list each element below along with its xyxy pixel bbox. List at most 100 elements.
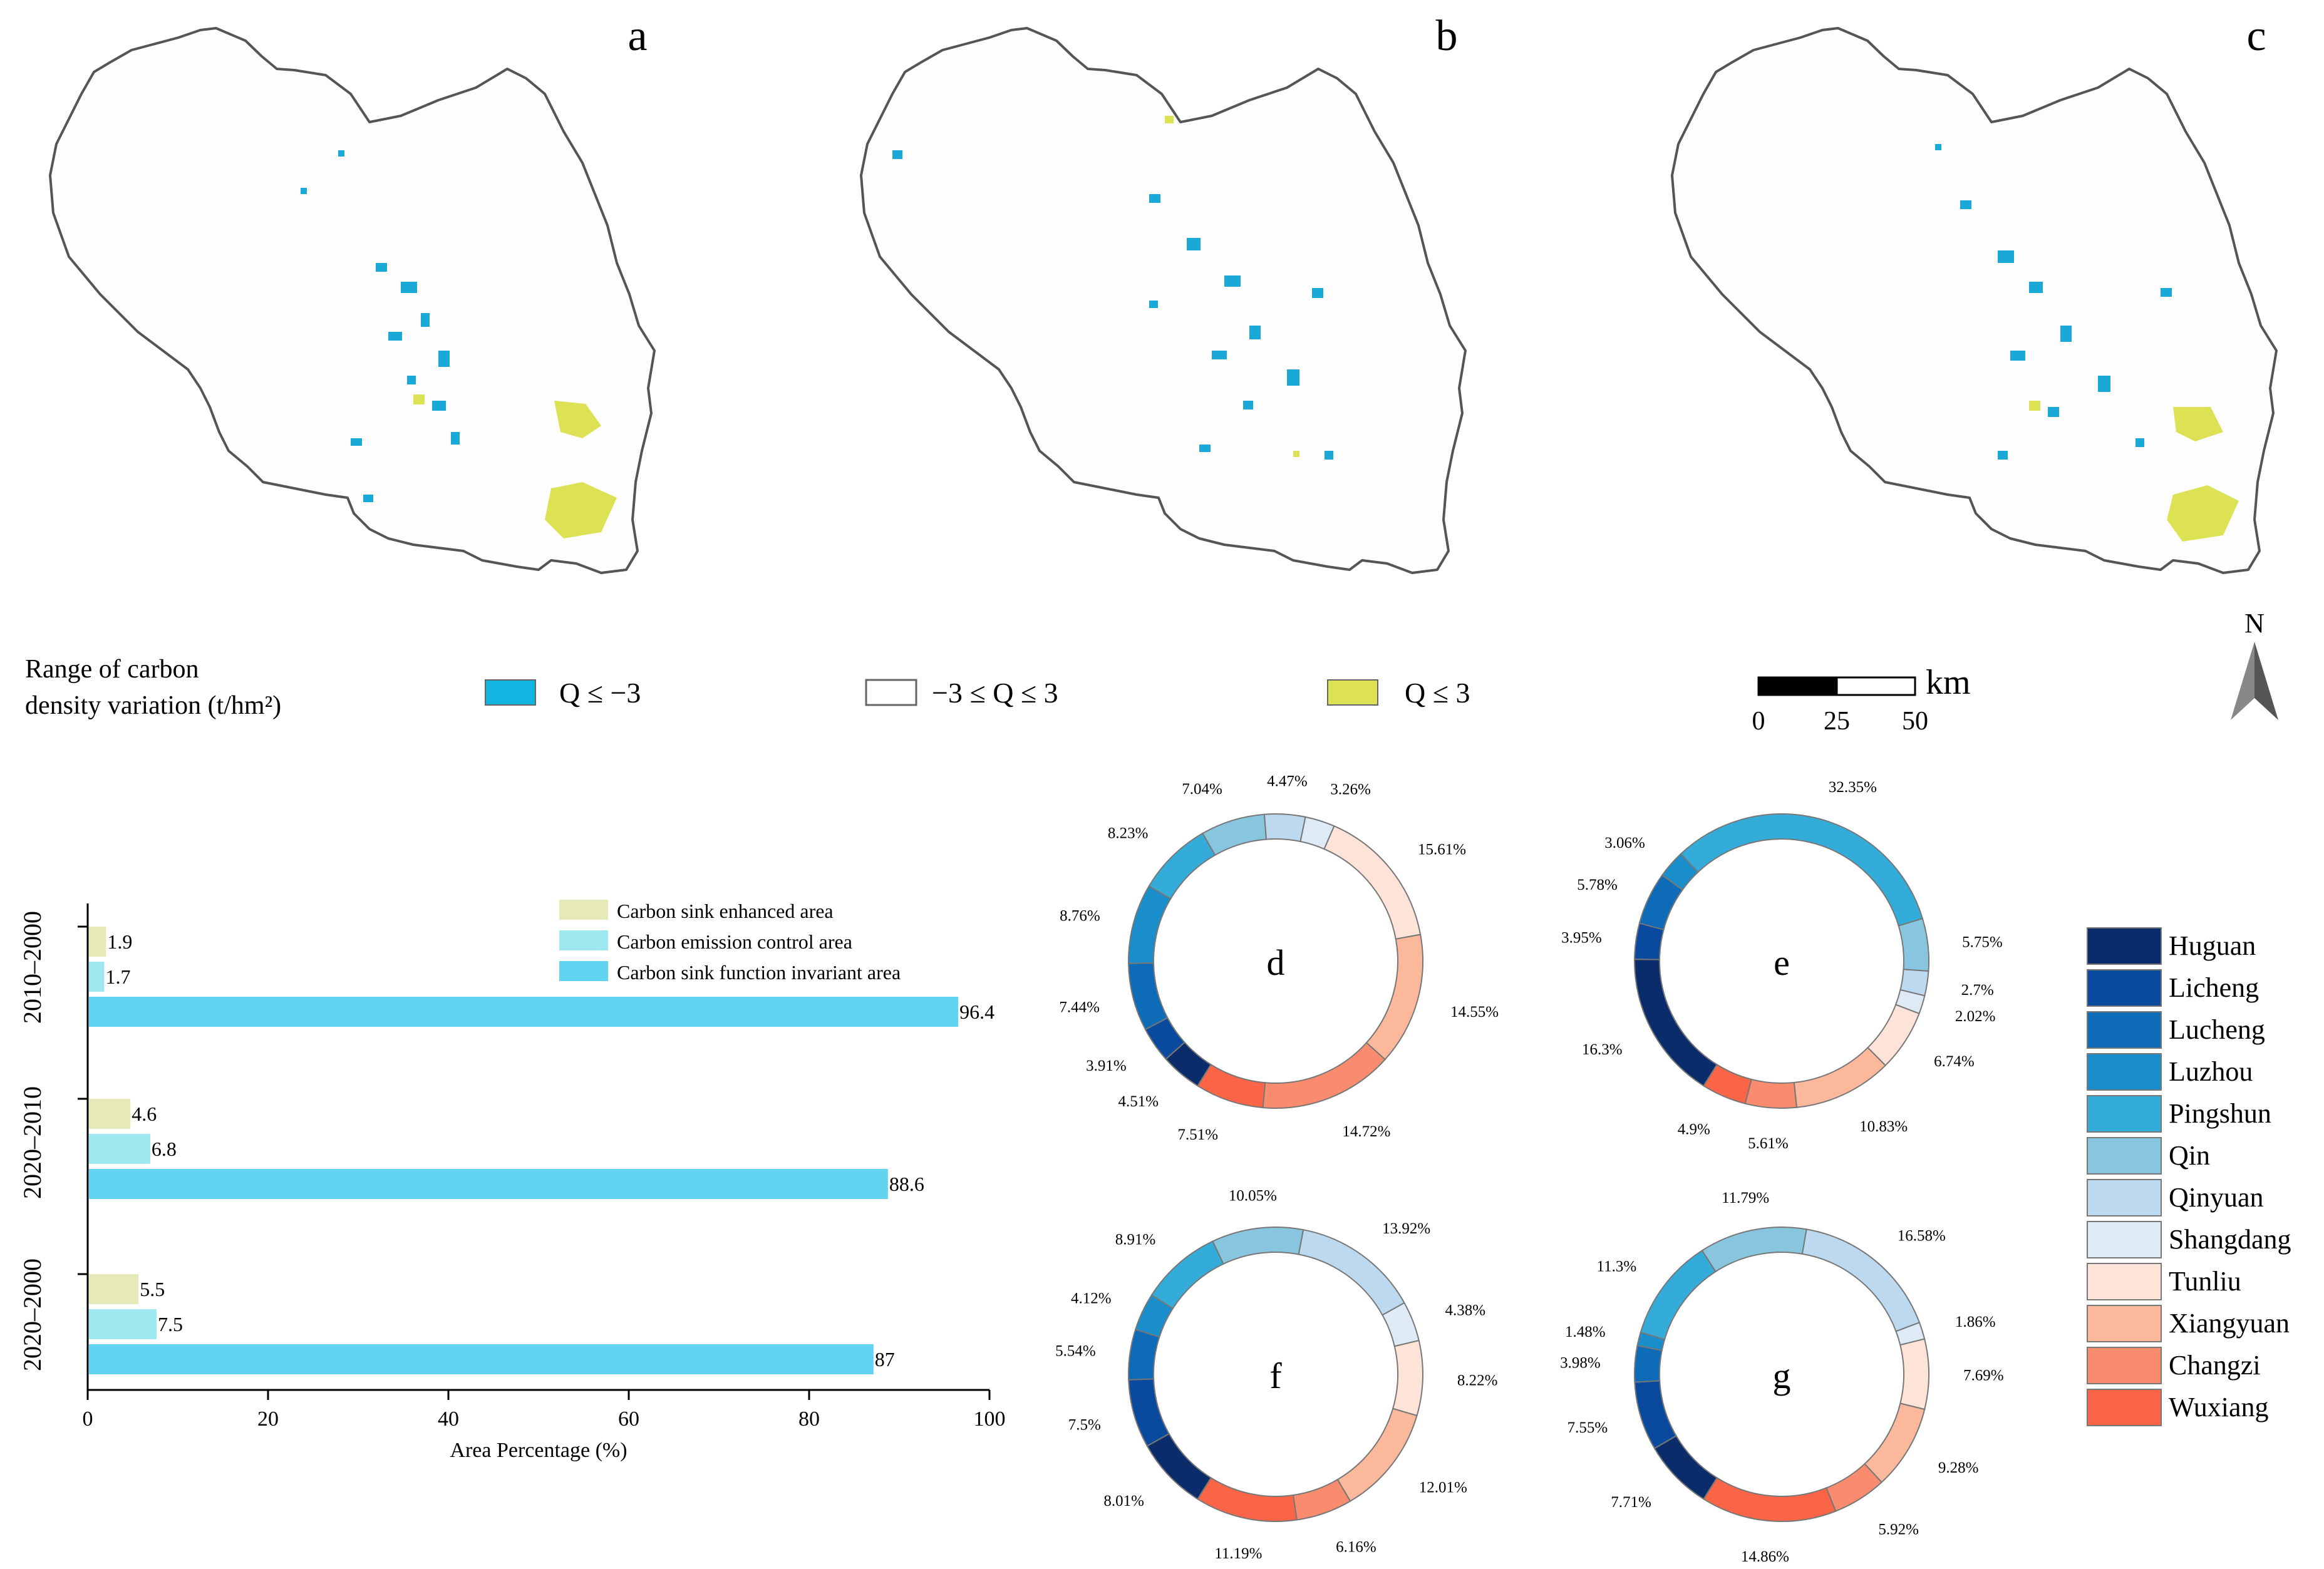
slice-value-label: 6.16% — [1336, 1539, 1376, 1556]
legend-swatch-decrease — [485, 679, 536, 706]
district-legend-swatch — [2087, 1263, 2162, 1300]
slice-value-label: 3.26% — [1330, 781, 1371, 798]
donut-slice — [1292, 1478, 1351, 1521]
district-legend-label: Xiangyuan — [2169, 1308, 2290, 1339]
donut-slice — [1634, 1344, 1663, 1383]
decrease-patches — [1935, 144, 2172, 460]
x-tick-label: 80 — [798, 1407, 820, 1431]
category-label-2010-2000: 2010–2000 — [18, 911, 46, 1024]
slice-value-label: 7.5% — [1068, 1416, 1101, 1433]
slice-value-label: 32.35% — [1829, 779, 1877, 796]
district-legend-label: Lucheng — [2169, 1014, 2265, 1045]
slice-value-label: 5.75% — [1962, 934, 2003, 950]
slice-value-label: 14.55% — [1450, 1004, 1499, 1021]
slice-value-label: 4.9% — [1678, 1121, 1710, 1138]
panel-label-a: a — [627, 12, 647, 60]
decrease-patches — [301, 150, 460, 502]
donut-slice — [1898, 917, 1929, 972]
slice-value-label: 10.05% — [1229, 1187, 1277, 1204]
slice-value-label: 9.28% — [1938, 1459, 1979, 1476]
bar-value-label: 1.7 — [105, 965, 130, 988]
donut-charts: 4.51% 3.91% 7.44% 8.76% 8.23% 7.04% 4.47% 3.26%… — [1055, 773, 2003, 1565]
district-legend-swatch — [2087, 1179, 2162, 1217]
map-a — [49, 27, 656, 574]
donut-slice — [1263, 813, 1306, 843]
slice-value-label: 1.48% — [1565, 1324, 1606, 1340]
donut-slice — [1365, 934, 1423, 1061]
slice-value-label: 8.23% — [1108, 825, 1149, 841]
legend-title-line1: Range of carbon — [25, 655, 199, 684]
slice-value-label: 11.79% — [1722, 1190, 1769, 1206]
donut-slice — [1793, 1046, 1887, 1108]
scale-tick-0: 0 — [1752, 707, 1765, 736]
slice-value-label: 6.74% — [1934, 1053, 1975, 1070]
donut-slice — [1634, 959, 1718, 1087]
slice-value-label: 8.91% — [1115, 1231, 1156, 1248]
legend-label-increase: Q ≤ 3 — [1405, 677, 1470, 709]
donut-slice — [1336, 1407, 1418, 1502]
scale-tick-50: 50 — [1902, 707, 1928, 736]
donut-slice — [1703, 1063, 1752, 1104]
bar-legend-swatch-enhanced — [559, 900, 608, 920]
bar-chart: 0 20 40 60 80 100 1.9 1.7 96.4 4.6 6.8 88.6 5.5 7.5 8… — [18, 900, 1006, 1462]
slice-value-label: 12.01% — [1419, 1479, 1467, 1496]
increase-patches — [2029, 401, 2239, 542]
slice-value-label: 7.51% — [1177, 1126, 1218, 1143]
district-legend-swatch — [2087, 927, 2162, 965]
bar-value-label: 96.4 — [959, 1001, 994, 1023]
slice-value-label: 8.22% — [1457, 1372, 1498, 1389]
north-arrow: N — [2231, 608, 2278, 720]
x-axis-label: Area Percentage (%) — [450, 1439, 627, 1462]
x-tick-label: 40 — [438, 1407, 459, 1431]
legend-title-line2: density variation (t/hm²) — [25, 691, 281, 720]
slice-value-label: 3.91% — [1086, 1057, 1127, 1074]
bar-legend-swatch-emission — [559, 930, 608, 950]
bar — [89, 1169, 888, 1199]
donut-d: 4.51% 3.91% 7.44% 8.76% 8.23% 7.04% 4.47% 3.26%… — [1059, 773, 1499, 1143]
slice-value-label: 4.38% — [1445, 1302, 1485, 1319]
donut-slice — [1801, 1228, 1921, 1332]
district-legend-label: Licheng — [2169, 972, 2259, 1003]
bar-value-label: 87 — [875, 1348, 895, 1371]
donut-slice — [1744, 1078, 1798, 1109]
slice-value-label: 3.98% — [1560, 1354, 1601, 1371]
slice-value-label: 8.01% — [1103, 1493, 1144, 1510]
bar — [89, 1134, 150, 1164]
donut-slice — [1864, 1402, 1926, 1483]
scale-bar: km 0 25 50 — [1752, 663, 1971, 736]
legend-label-stable: −3 ≤ Q ≤ 3 — [932, 677, 1058, 709]
donut-slice — [1148, 832, 1216, 900]
slice-value-label: 5.54% — [1055, 1343, 1096, 1360]
donut-slice — [1653, 1434, 1718, 1500]
bar-legend: Carbon sink enhanced area Carbon emissio… — [559, 900, 901, 984]
bar-legend-swatch-invariant — [559, 961, 608, 981]
donut-slice — [1298, 1229, 1405, 1316]
bar — [89, 1099, 131, 1129]
donut-slice — [1323, 825, 1422, 940]
bar — [89, 1274, 139, 1304]
north-label: N — [2244, 608, 2265, 639]
bar — [89, 927, 106, 957]
donut-panel-label: d — [1267, 942, 1285, 983]
bar-legend-label-invariant: Carbon sink function invariant area — [617, 961, 901, 984]
district-legend-swatch — [2087, 1011, 2162, 1049]
slice-value-label: 4.12% — [1071, 1290, 1112, 1307]
district-legend-label: Qinyuan — [2169, 1182, 2264, 1213]
bar-legend-label-enhanced: Carbon sink enhanced area — [617, 900, 834, 922]
district-legend-swatch — [2087, 1095, 2162, 1133]
legend-swatch-stable — [865, 679, 917, 706]
donut-panel-label: f — [1269, 1356, 1282, 1396]
scale-tick-25: 25 — [1824, 707, 1850, 736]
slice-value-label: 16.3% — [1582, 1041, 1623, 1058]
donut-slice — [1701, 1227, 1807, 1273]
donut-slice — [1634, 1380, 1677, 1449]
district-legend-swatch — [2087, 1305, 2162, 1342]
donut-slice — [1146, 1433, 1212, 1500]
district-legend-swatch — [2087, 1053, 2162, 1091]
slice-value-label: 3.95% — [1561, 930, 1602, 947]
slice-value-label: 7.04% — [1182, 781, 1222, 798]
donut-slice — [1197, 1063, 1266, 1109]
donut-panel-label: g — [1773, 1356, 1791, 1396]
district-legend: Huguan Licheng Lucheng Luzhou Pingshun Qin Qin… — [2087, 927, 2291, 1426]
bar — [89, 1309, 157, 1339]
